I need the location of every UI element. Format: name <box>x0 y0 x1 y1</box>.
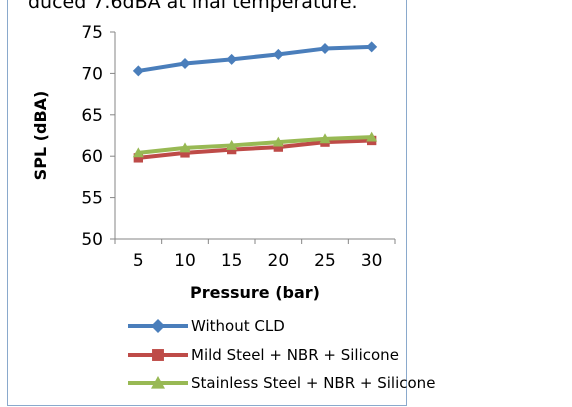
legend-item: Mild Steel + NBR + Silicone <box>128 346 399 364</box>
series-line <box>138 135 372 155</box>
data-point <box>179 57 191 69</box>
x-tick-label: 20 <box>268 251 290 271</box>
data-point <box>132 65 144 77</box>
x-tick-labels: 5 10 15 20 25 30 <box>133 251 383 271</box>
caption-fragment: duced 7.6dBA at inal temperature. <box>28 0 358 13</box>
legend-label: Stainless Steel + NBR + Silicone <box>191 374 435 392</box>
data-point <box>366 131 378 142</box>
y-tick-label: 70 <box>81 64 103 84</box>
data-point <box>180 148 190 158</box>
data-point <box>179 142 191 153</box>
y-tick-label: 50 <box>81 230 103 250</box>
data-point <box>133 153 144 163</box>
series-line <box>138 138 372 160</box>
legend-swatch-marker <box>152 349 164 361</box>
x-tick-label: 5 <box>133 251 144 271</box>
legend-label: Mild Steel + NBR + Silicone <box>191 346 399 364</box>
data-point <box>366 41 378 53</box>
legend-swatch-marker <box>151 376 165 389</box>
y-tick-label: 65 <box>81 106 103 126</box>
data-point <box>319 133 331 144</box>
x-tick-label: 25 <box>314 251 336 271</box>
axes <box>110 31 396 244</box>
legend-swatch-marker <box>151 319 165 333</box>
data-point <box>272 136 284 147</box>
data-point <box>272 48 284 60</box>
data-point <box>226 139 238 150</box>
data-point <box>273 142 284 152</box>
legend-item: Stainless Steel + NBR + Silicone <box>128 374 435 392</box>
x-tick-label: 30 <box>361 251 383 271</box>
x-tick-label: 15 <box>221 251 243 271</box>
y-tick-labels: 50 55 60 65 70 75 <box>81 23 103 250</box>
x-axis-title: Pressure (bar) <box>190 283 320 302</box>
series-1 <box>132 41 378 77</box>
legend-item: Without CLD <box>128 317 285 335</box>
data-point <box>226 53 238 65</box>
y-axis-title: SPL (dBA) <box>31 91 50 181</box>
series-group <box>132 41 378 163</box>
x-tick-label: 10 <box>174 251 196 271</box>
y-tick-label: 60 <box>81 147 103 167</box>
series-line <box>138 44 372 73</box>
series-3 <box>132 131 378 158</box>
y-tick-label: 55 <box>81 189 103 209</box>
data-point <box>319 43 331 55</box>
chart-frame <box>7 0 407 406</box>
data-point <box>132 147 144 158</box>
legend: Without CLD Mild Steel + NBR + Silicone St… <box>128 317 435 392</box>
y-tick-label: 75 <box>81 23 103 43</box>
legend-label: Without CLD <box>191 317 285 335</box>
